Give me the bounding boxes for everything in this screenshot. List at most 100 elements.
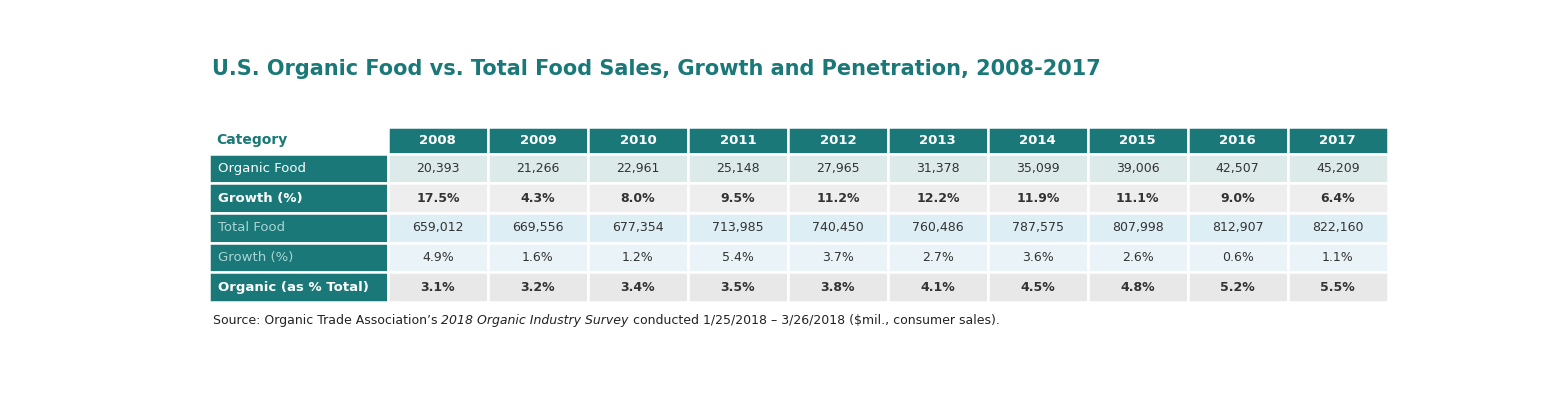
Bar bbox=[988, 213, 1087, 243]
Text: 3.7%: 3.7% bbox=[823, 251, 854, 264]
Text: 11.2%: 11.2% bbox=[816, 192, 860, 205]
Text: 787,575: 787,575 bbox=[1011, 222, 1064, 234]
Bar bbox=[388, 126, 488, 154]
Text: 12.2%: 12.2% bbox=[916, 192, 960, 205]
Bar bbox=[689, 272, 788, 302]
Text: 9.0%: 9.0% bbox=[1220, 192, 1256, 205]
Text: 740,450: 740,450 bbox=[812, 222, 863, 234]
Text: 3.5%: 3.5% bbox=[720, 281, 756, 294]
Text: 2.6%: 2.6% bbox=[1122, 251, 1153, 264]
Bar bbox=[1288, 126, 1388, 154]
Text: 21,266: 21,266 bbox=[516, 162, 559, 175]
Text: 25,148: 25,148 bbox=[717, 162, 760, 175]
Text: 822,160: 822,160 bbox=[1312, 222, 1363, 234]
Text: 3.6%: 3.6% bbox=[1022, 251, 1053, 264]
Bar bbox=[888, 126, 988, 154]
Text: 2017: 2017 bbox=[1320, 134, 1355, 147]
Bar bbox=[488, 272, 587, 302]
Text: 9.5%: 9.5% bbox=[720, 192, 756, 205]
Text: Category: Category bbox=[217, 133, 288, 147]
Bar bbox=[488, 154, 587, 184]
Bar bbox=[209, 184, 388, 213]
Text: 2013: 2013 bbox=[919, 134, 957, 147]
Text: 2011: 2011 bbox=[720, 134, 756, 147]
Bar bbox=[388, 213, 488, 243]
Bar bbox=[388, 272, 488, 302]
Bar bbox=[587, 272, 689, 302]
Text: Source: Organic Trade Association’s: Source: Organic Trade Association’s bbox=[213, 314, 441, 327]
Text: 1.6%: 1.6% bbox=[522, 251, 553, 264]
Bar bbox=[988, 272, 1087, 302]
Bar bbox=[888, 272, 988, 302]
Bar bbox=[689, 184, 788, 213]
Bar bbox=[209, 272, 388, 302]
Bar bbox=[587, 213, 689, 243]
Bar bbox=[1087, 213, 1187, 243]
Text: 4.1%: 4.1% bbox=[921, 281, 955, 294]
Text: 5.5%: 5.5% bbox=[1320, 281, 1355, 294]
Bar bbox=[1187, 243, 1288, 272]
Bar bbox=[1087, 154, 1187, 184]
Bar bbox=[587, 184, 689, 213]
Bar bbox=[1187, 184, 1288, 213]
Bar bbox=[1087, 126, 1187, 154]
Bar bbox=[788, 184, 888, 213]
Text: 4.3%: 4.3% bbox=[520, 192, 555, 205]
Text: 31,378: 31,378 bbox=[916, 162, 960, 175]
Text: 0.6%: 0.6% bbox=[1221, 251, 1254, 264]
Bar bbox=[388, 243, 488, 272]
Bar bbox=[209, 243, 388, 272]
Text: 4.5%: 4.5% bbox=[1020, 281, 1055, 294]
Text: 2.7%: 2.7% bbox=[922, 251, 953, 264]
Text: 4.8%: 4.8% bbox=[1120, 281, 1154, 294]
Bar bbox=[1187, 154, 1288, 184]
Text: 760,486: 760,486 bbox=[911, 222, 964, 234]
Bar bbox=[488, 243, 587, 272]
Bar bbox=[388, 184, 488, 213]
Bar bbox=[988, 243, 1087, 272]
Bar bbox=[788, 243, 888, 272]
Text: 5.4%: 5.4% bbox=[721, 251, 754, 264]
Text: 17.5%: 17.5% bbox=[416, 192, 460, 205]
Bar bbox=[587, 243, 689, 272]
Bar bbox=[388, 154, 488, 184]
Bar bbox=[788, 154, 888, 184]
Bar bbox=[1187, 126, 1288, 154]
Text: Growth (%): Growth (%) bbox=[218, 192, 302, 205]
Text: 27,965: 27,965 bbox=[816, 162, 860, 175]
Text: 8.0%: 8.0% bbox=[620, 192, 656, 205]
Text: 42,507: 42,507 bbox=[1215, 162, 1259, 175]
Bar bbox=[1087, 243, 1187, 272]
Text: Total Food: Total Food bbox=[218, 222, 285, 234]
Bar bbox=[1288, 243, 1388, 272]
Text: U.S. Organic Food vs. Total Food Sales, Growth and Penetration, 2008-2017: U.S. Organic Food vs. Total Food Sales, … bbox=[212, 59, 1100, 79]
Bar bbox=[1187, 272, 1288, 302]
Bar bbox=[209, 213, 388, 243]
Text: 3.1%: 3.1% bbox=[421, 281, 455, 294]
Bar bbox=[888, 154, 988, 184]
Bar bbox=[988, 184, 1087, 213]
Text: 2009: 2009 bbox=[519, 134, 556, 147]
Bar bbox=[788, 213, 888, 243]
Text: Organic Food: Organic Food bbox=[218, 162, 305, 175]
Text: 4.9%: 4.9% bbox=[422, 251, 453, 264]
Bar bbox=[587, 154, 689, 184]
Text: 2010: 2010 bbox=[620, 134, 656, 147]
Text: 11.1%: 11.1% bbox=[1116, 192, 1159, 205]
Bar bbox=[788, 272, 888, 302]
Bar bbox=[1288, 184, 1388, 213]
Text: 2018 Organic Industry Survey: 2018 Organic Industry Survey bbox=[441, 314, 629, 327]
Text: 2012: 2012 bbox=[820, 134, 857, 147]
Bar bbox=[1087, 272, 1187, 302]
Text: 11.9%: 11.9% bbox=[1016, 192, 1059, 205]
Bar bbox=[488, 126, 587, 154]
Bar bbox=[689, 213, 788, 243]
Text: 659,012: 659,012 bbox=[413, 222, 464, 234]
Bar bbox=[209, 126, 388, 154]
Bar bbox=[1288, 272, 1388, 302]
Text: Organic (as % Total): Organic (as % Total) bbox=[218, 281, 369, 294]
Text: 22,961: 22,961 bbox=[617, 162, 659, 175]
Bar bbox=[587, 126, 689, 154]
Bar bbox=[888, 213, 988, 243]
Text: 1.1%: 1.1% bbox=[1321, 251, 1354, 264]
